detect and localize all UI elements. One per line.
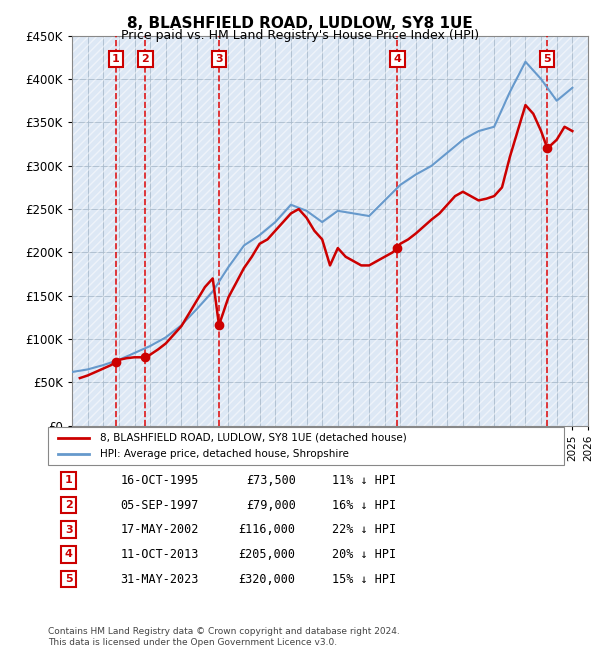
Text: 2: 2 bbox=[65, 500, 73, 510]
Text: 16% ↓ HPI: 16% ↓ HPI bbox=[332, 499, 396, 512]
Text: Price paid vs. HM Land Registry's House Price Index (HPI): Price paid vs. HM Land Registry's House … bbox=[121, 29, 479, 42]
Text: HPI: Average price, detached house, Shropshire: HPI: Average price, detached house, Shro… bbox=[100, 449, 349, 459]
Text: 11% ↓ HPI: 11% ↓ HPI bbox=[332, 474, 396, 487]
Text: 3: 3 bbox=[65, 525, 73, 535]
Text: 17-MAY-2002: 17-MAY-2002 bbox=[120, 523, 199, 536]
Text: 2: 2 bbox=[142, 54, 149, 64]
Text: 5: 5 bbox=[65, 574, 73, 584]
Text: 4: 4 bbox=[393, 54, 401, 64]
Text: 1: 1 bbox=[112, 54, 119, 64]
Text: 3: 3 bbox=[215, 54, 223, 64]
Text: 22% ↓ HPI: 22% ↓ HPI bbox=[332, 523, 396, 536]
Text: £205,000: £205,000 bbox=[239, 548, 296, 561]
FancyBboxPatch shape bbox=[48, 427, 564, 465]
Text: 15% ↓ HPI: 15% ↓ HPI bbox=[332, 573, 396, 586]
Text: 8, BLASHFIELD ROAD, LUDLOW, SY8 1UE (detached house): 8, BLASHFIELD ROAD, LUDLOW, SY8 1UE (det… bbox=[100, 433, 406, 443]
Text: 05-SEP-1997: 05-SEP-1997 bbox=[120, 499, 199, 512]
Text: £116,000: £116,000 bbox=[239, 523, 296, 536]
Text: Contains HM Land Registry data © Crown copyright and database right 2024.
This d: Contains HM Land Registry data © Crown c… bbox=[48, 627, 400, 647]
Text: 31-MAY-2023: 31-MAY-2023 bbox=[120, 573, 199, 586]
Text: 11-OCT-2013: 11-OCT-2013 bbox=[120, 548, 199, 561]
Text: £320,000: £320,000 bbox=[239, 573, 296, 586]
Text: 16-OCT-1995: 16-OCT-1995 bbox=[120, 474, 199, 487]
Text: 4: 4 bbox=[65, 549, 73, 560]
Text: £79,000: £79,000 bbox=[246, 499, 296, 512]
Text: £73,500: £73,500 bbox=[246, 474, 296, 487]
Text: 8, BLASHFIELD ROAD, LUDLOW, SY8 1UE: 8, BLASHFIELD ROAD, LUDLOW, SY8 1UE bbox=[127, 16, 473, 31]
Text: 5: 5 bbox=[544, 54, 551, 64]
Text: 20% ↓ HPI: 20% ↓ HPI bbox=[332, 548, 396, 561]
Text: 1: 1 bbox=[65, 475, 73, 486]
